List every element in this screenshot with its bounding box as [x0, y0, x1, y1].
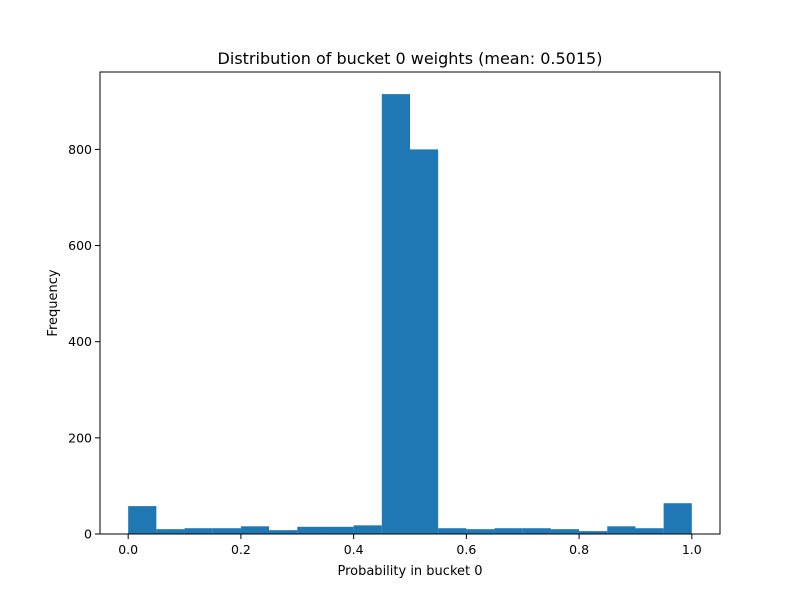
histogram-bar [128, 506, 157, 534]
chart-title: Distribution of bucket 0 weights (mean: … [218, 49, 603, 68]
x-tick-label: 1.0 [682, 542, 702, 557]
histogram-bar [522, 528, 551, 534]
histogram-bar [579, 531, 608, 534]
y-axis-label: Frequency [46, 269, 61, 336]
histogram-bar [353, 525, 382, 534]
histogram-bar [240, 526, 270, 534]
x-tick-label: 0.4 [344, 542, 364, 557]
histogram-bar [297, 526, 326, 534]
y-axis-ticks: 0 200 400 600 800 [68, 142, 100, 542]
histogram-bar [381, 94, 410, 534]
x-axis-ticks: 0.0 0.2 0.4 0.6 0.8 1.0 [118, 534, 702, 557]
y-tick-label: 0 [84, 527, 92, 542]
histogram-bar [466, 529, 495, 534]
plot-frame [99, 71, 721, 535]
x-tick-label: 0.2 [231, 542, 251, 557]
histogram-bar [438, 528, 467, 534]
histogram-bar [325, 526, 354, 534]
histogram-bar [184, 528, 213, 534]
y-tick-label: 200 [68, 430, 92, 445]
histogram-bar [607, 526, 636, 534]
histogram-bar [663, 503, 692, 534]
histogram-bar [156, 529, 185, 534]
histogram-bar [212, 528, 241, 534]
x-tick-label: 0.6 [456, 542, 476, 557]
x-tick-label: 0.8 [569, 542, 589, 557]
x-tick-label: 0.0 [118, 542, 138, 557]
histogram-bar [410, 149, 439, 534]
histogram-bar [494, 528, 523, 534]
histogram-bar [635, 528, 664, 534]
histogram-bar [269, 530, 298, 534]
bars-group [128, 94, 692, 534]
histogram-bar [550, 529, 580, 534]
y-tick-label: 600 [68, 238, 92, 253]
y-tick-label: 400 [68, 334, 92, 349]
x-axis-label: Probability in bucket 0 [337, 564, 482, 579]
y-tick-label: 800 [68, 142, 92, 157]
